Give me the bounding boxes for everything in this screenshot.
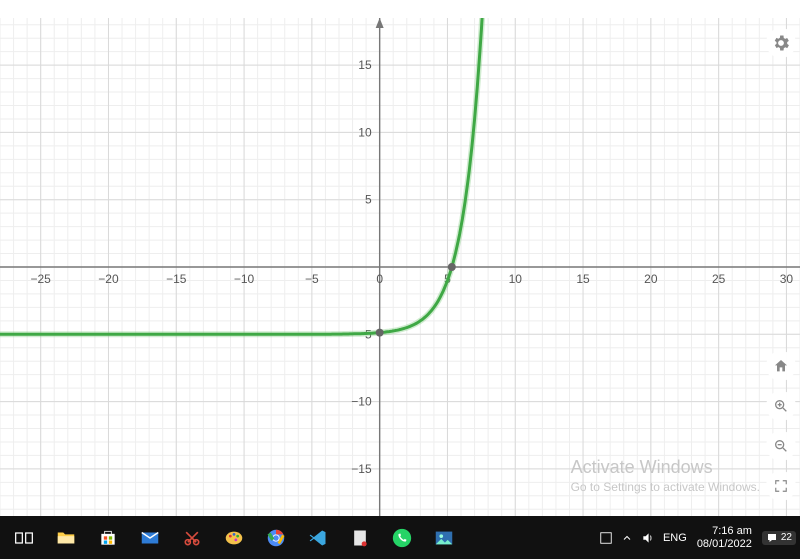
gear-icon [771, 33, 791, 53]
clock-date: 08/01/2022 [697, 538, 752, 551]
taskbar-app-paint[interactable] [214, 516, 254, 559]
svg-text:15: 15 [358, 58, 372, 72]
taskbar-apps [0, 516, 464, 559]
taskbar-app-notes[interactable] [340, 516, 380, 559]
notification-badge[interactable]: 22 [762, 531, 796, 545]
svg-text:−25: −25 [30, 272, 51, 286]
svg-text:−5: −5 [305, 272, 319, 286]
svg-text:15: 15 [576, 272, 590, 286]
tray-overflow-icon [599, 531, 613, 545]
svg-text:−15: −15 [166, 272, 187, 286]
zoom-in-icon [773, 398, 789, 414]
svg-text:−15: −15 [351, 462, 372, 476]
svg-text:30: 30 [780, 272, 794, 286]
zoom-out-icon [773, 438, 789, 454]
graph-canvas[interactable]: −25−20−15−10−5051015202530−15−10−551015 [0, 18, 800, 516]
chevron-up-icon [621, 532, 633, 544]
taskbar-app-whatsapp[interactable] [382, 516, 422, 559]
taskbar-app-task-view[interactable] [4, 516, 44, 559]
clock-time: 7:16 am [697, 525, 752, 538]
windows-taskbar[interactable]: ENG 7:16 am 08/01/2022 22 [0, 516, 800, 559]
taskbar-app-file-explorer[interactable] [46, 516, 86, 559]
graph-controls-bottom [766, 351, 796, 501]
svg-text:0: 0 [376, 272, 383, 286]
taskbar-app-chrome[interactable] [256, 516, 296, 559]
notification-icon [766, 532, 778, 544]
svg-text:10: 10 [509, 272, 523, 286]
taskbar-app-vscode[interactable] [298, 516, 338, 559]
notification-count: 22 [781, 532, 792, 543]
home-button[interactable] [766, 351, 796, 381]
system-tray[interactable]: ENG [599, 531, 687, 545]
svg-text:−10: −10 [351, 395, 372, 409]
home-icon [773, 358, 789, 374]
graph-svg: −25−20−15−10−5051015202530−15−10−551015 [0, 18, 800, 516]
fullscreen-button[interactable] [766, 471, 796, 501]
fullscreen-icon [774, 479, 788, 493]
graph-controls-top [766, 28, 796, 58]
taskbar-clock[interactable]: 7:16 am 08/01/2022 [697, 525, 752, 550]
zoom-in-button[interactable] [766, 391, 796, 421]
svg-text:−10: −10 [234, 272, 255, 286]
taskbar-tray: ENG 7:16 am 08/01/2022 22 [599, 525, 800, 550]
language-indicator[interactable]: ENG [663, 532, 687, 544]
svg-text:20: 20 [644, 272, 658, 286]
zoom-out-button[interactable] [766, 431, 796, 461]
taskbar-app-photos[interactable] [424, 516, 464, 559]
taskbar-app-mail[interactable] [130, 516, 170, 559]
svg-text:5: 5 [365, 193, 372, 207]
window-top-strip [0, 0, 800, 18]
settings-button[interactable] [766, 28, 796, 58]
svg-text:25: 25 [712, 272, 726, 286]
svg-text:10: 10 [358, 125, 372, 139]
svg-text:−20: −20 [98, 272, 119, 286]
taskbar-app-ms-store[interactable] [88, 516, 128, 559]
taskbar-app-snip[interactable] [172, 516, 212, 559]
volume-icon [641, 531, 655, 545]
